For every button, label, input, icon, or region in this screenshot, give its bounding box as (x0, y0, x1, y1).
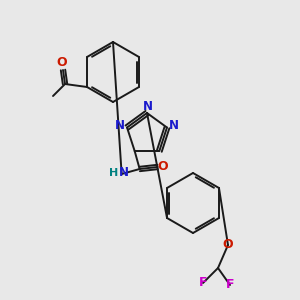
Text: H: H (109, 168, 118, 178)
Text: N: N (119, 167, 129, 179)
Text: N: N (169, 119, 179, 132)
Text: N: N (143, 100, 153, 113)
Text: F: F (199, 277, 207, 290)
Text: O: O (57, 56, 67, 70)
Text: O: O (157, 160, 168, 173)
Text: F: F (226, 278, 234, 292)
Text: N: N (115, 119, 125, 132)
Text: O: O (223, 238, 233, 251)
